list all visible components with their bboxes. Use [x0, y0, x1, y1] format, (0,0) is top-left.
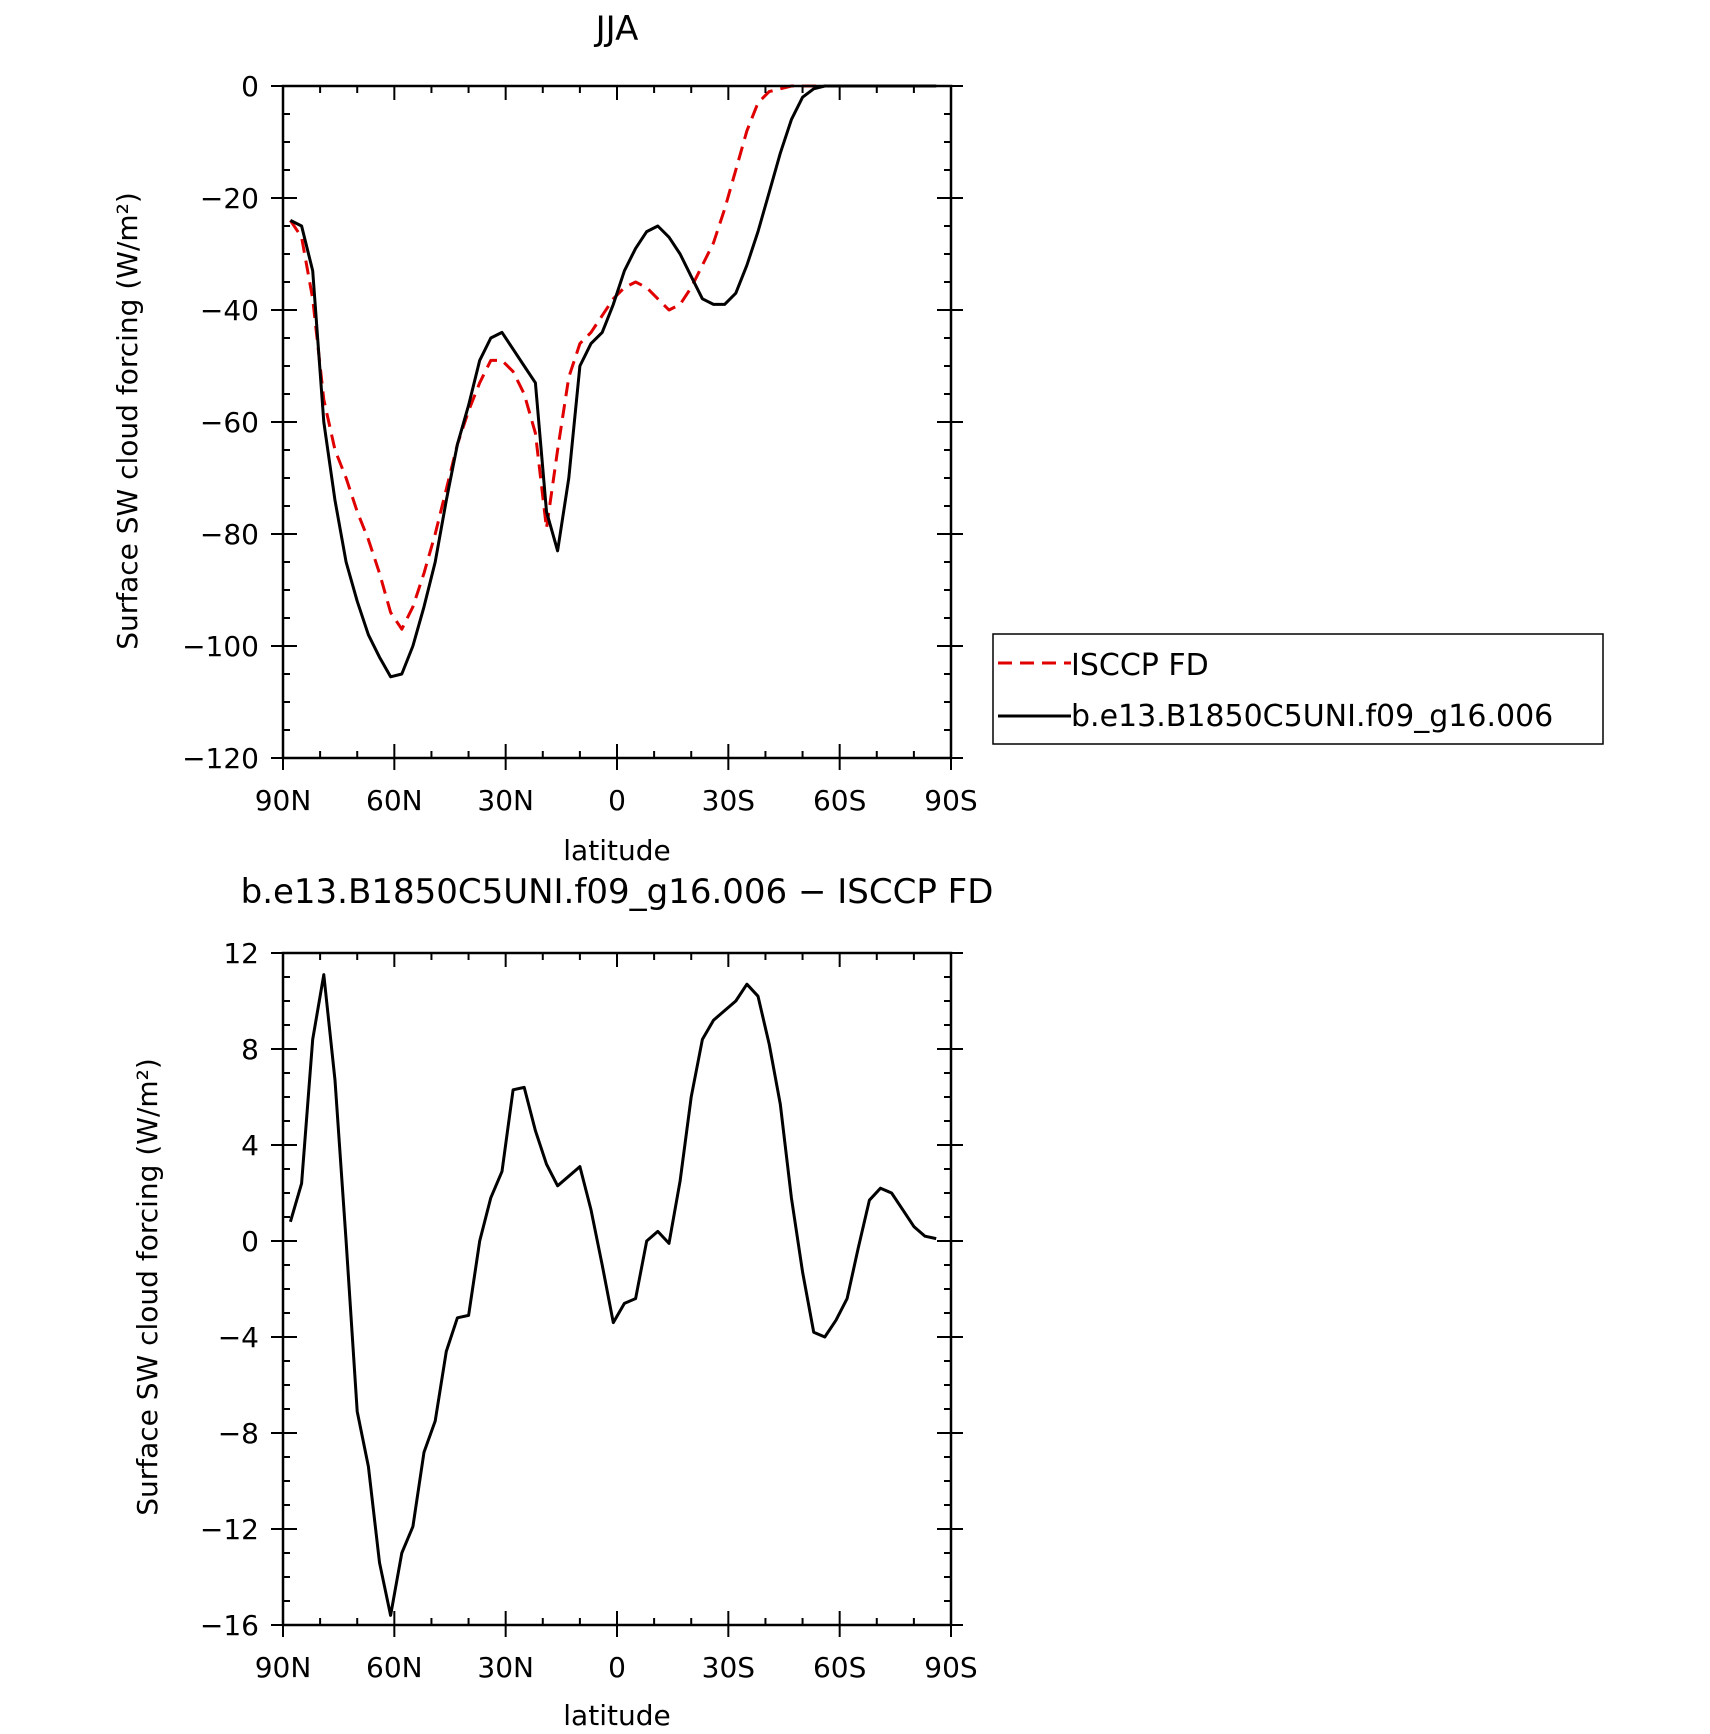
bottom-x-tick-label: 30S — [702, 1651, 755, 1684]
bottom-x-axis-label: latitude — [563, 1699, 670, 1732]
bottom-y-tick-label: −12 — [200, 1513, 259, 1546]
top-y-tick-label: −60 — [200, 406, 259, 439]
bottom-y-tick-label: −8 — [218, 1417, 259, 1450]
bottom-x-tick-label: 90S — [924, 1651, 977, 1684]
bottom-x-tick-label: 0 — [608, 1651, 626, 1684]
bottom-x-tick-label: 30N — [477, 1651, 534, 1684]
top-panel: JJA 90N 60N 30N 0 30S 60S 90S 0 −20 −40 −60 −80 −100… — [111, 9, 978, 867]
bottom-y-tick-label: 12 — [223, 937, 259, 970]
bottom-y-tick-label: −16 — [200, 1609, 259, 1642]
top-y-tick-label: −100 — [182, 630, 259, 663]
bottom-panel-title: b.e13.B1850C5UNI.f09_g16.006 − ISCCP FD — [241, 872, 994, 912]
top-plot-frame — [281, 84, 953, 760]
top-y-tick-label: −120 — [182, 742, 259, 775]
top-y-tick-label: 0 — [241, 70, 259, 103]
top-series-line-1 — [289, 84, 937, 679]
legend-label-model: b.e13.B1850C5UNI.f09_g16.006 — [1071, 699, 1553, 734]
top-x-tick-label: 30S — [702, 784, 755, 817]
legend-label-isccp: ISCCP FD — [1071, 648, 1209, 683]
bottom-y-tick-label: 4 — [241, 1129, 259, 1162]
top-plot-area: 90N 60N 30N 0 30S 60S 90S 0 −20 −40 −60 −80 −100 −120 — [182, 70, 978, 817]
top-x-tick-label: 0 — [608, 784, 626, 817]
bottom-plot-area: 90N 60N 30N 0 30S 60S 90S 12 8 4 0 −4 −8 −12 −16 — [200, 937, 978, 1684]
legend-box — [992, 633, 1604, 745]
bottom-x-tick-label: 60S — [813, 1651, 866, 1684]
top-series-line-0 — [289, 84, 937, 631]
bottom-y-tick-label: −4 — [218, 1321, 259, 1354]
bottom-y-axis-label: Surface SW cloud forcing (W/m²) — [131, 1058, 164, 1516]
bottom-plot-frame — [281, 951, 953, 1627]
top-y-tick-label: −80 — [200, 518, 259, 551]
top-y-tick-label: −20 — [200, 182, 259, 215]
top-x-tick-label: 90N — [255, 784, 312, 817]
bottom-x-tick-label: 60N — [366, 1651, 423, 1684]
top-x-tick-label: 60N — [366, 784, 423, 817]
legend: ISCCP FD b.e13.B1850C5UNI.f09_g16.006 — [992, 633, 1604, 745]
top-panel-title: JJA — [594, 9, 639, 49]
top-x-tick-label: 60S — [813, 784, 866, 817]
top-x-axis-label: latitude — [563, 834, 670, 867]
bottom-y-tick-label: 8 — [241, 1033, 259, 1066]
top-x-tick-label: 90S — [924, 784, 977, 817]
top-x-tick-label: 30N — [477, 784, 534, 817]
top-y-axis-label: Surface SW cloud forcing (W/m²) — [111, 192, 144, 650]
top-y-tick-label: −40 — [200, 294, 259, 327]
bottom-series-line-0 — [288, 973, 937, 1617]
bottom-y-tick-label: 0 — [241, 1225, 259, 1258]
bottom-panel: b.e13.B1850C5UNI.f09_g16.006 − ISCCP FD … — [131, 872, 993, 1732]
bottom-x-tick-label: 90N — [255, 1651, 312, 1684]
